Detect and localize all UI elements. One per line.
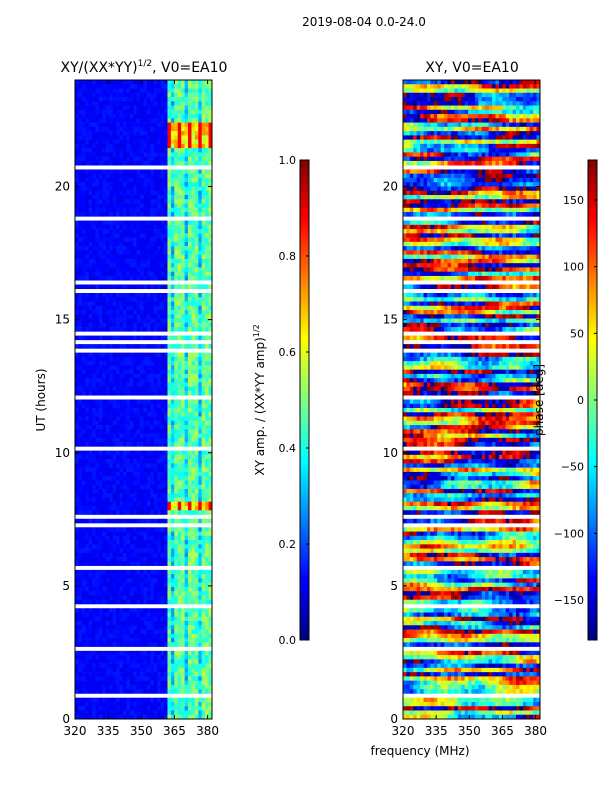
phase-y-tick-0: 0 xyxy=(390,712,398,726)
phase-colorbar-tick--50: −50 xyxy=(561,461,584,474)
phase-colorbar-label: phase [deg] xyxy=(532,364,546,436)
amp-axes: 320 335 350 365 380 0 5 10 15 20 xyxy=(55,79,219,738)
phase-x-tick-380: 380 xyxy=(524,724,547,738)
phase-colorbar-tick-100: 100 xyxy=(563,261,584,274)
phase-x-tick-320: 320 xyxy=(392,724,415,738)
phase-colorbar: −150 −100 −50 0 50 100 150 xyxy=(554,159,598,641)
phase-y-tick-20: 20 xyxy=(383,180,398,194)
phase-colorbar-tick-0: 0 xyxy=(577,394,584,407)
amp-y-tick-20: 20 xyxy=(55,180,70,194)
amp-colorbar-tick-0.0: 0.0 xyxy=(279,634,297,647)
phase-y-tick-15: 15 xyxy=(383,313,398,327)
phase-y-tick-5: 5 xyxy=(390,579,398,593)
amp-colorbar-tick-1.0: 1.0 xyxy=(279,154,297,167)
phase-colorbar-tick--150: −150 xyxy=(554,594,584,607)
phase-axes: 320 335 350 365 380 0 5 10 15 20 xyxy=(383,79,547,738)
amp-colorbar-tick-0.2: 0.2 xyxy=(279,538,297,551)
x-axis-label: frequency (MHz) xyxy=(370,744,469,758)
amp-heatmap xyxy=(75,80,213,720)
amp-y-tick-10: 10 xyxy=(55,446,70,460)
phase-colorbar-tick--100: −100 xyxy=(554,527,584,540)
amp-colorbar-tick-0.8: 0.8 xyxy=(279,250,297,263)
amp-y-tick-5: 5 xyxy=(62,579,70,593)
amp-colorbar-tick-0.4: 0.4 xyxy=(279,442,297,455)
amp-x-tick-365: 365 xyxy=(163,724,186,738)
amp-x-tick-320: 320 xyxy=(64,724,87,738)
phase-colorbar-tick-50: 50 xyxy=(570,327,584,340)
phase-colorbar-tick-150: 150 xyxy=(563,194,584,207)
phase-panel-title: XY, V0=EA10 xyxy=(425,60,519,76)
amp-y-tick-15: 15 xyxy=(55,313,70,327)
figure-suptitle: 2019-08-04 0.0-24.0 xyxy=(302,15,426,29)
amp-y-axis-label: UT (hours) xyxy=(34,368,48,431)
amp-colorbar-label: XY amp. / (XX*YY amp)1/2 xyxy=(252,324,267,475)
phase-x-tick-350: 350 xyxy=(458,724,481,738)
amp-x-tick-335: 335 xyxy=(97,724,120,738)
amp-x-tick-380: 380 xyxy=(196,724,219,738)
phase-x-tick-335: 335 xyxy=(425,724,448,738)
phase-x-tick-365: 365 xyxy=(491,724,514,738)
amp-panel-title: XY/(XX*YY)1/2, V0=EA10 xyxy=(61,59,228,76)
amp-y-tick-0: 0 xyxy=(62,712,70,726)
amp-x-tick-350: 350 xyxy=(130,724,153,738)
phase-y-tick-10: 10 xyxy=(383,446,398,460)
phase-heatmap xyxy=(403,80,541,720)
amp-colorbar: 0.0 0.2 0.4 0.6 0.8 1.0 xyxy=(279,154,310,647)
amp-colorbar-tick-0.6: 0.6 xyxy=(279,346,297,359)
